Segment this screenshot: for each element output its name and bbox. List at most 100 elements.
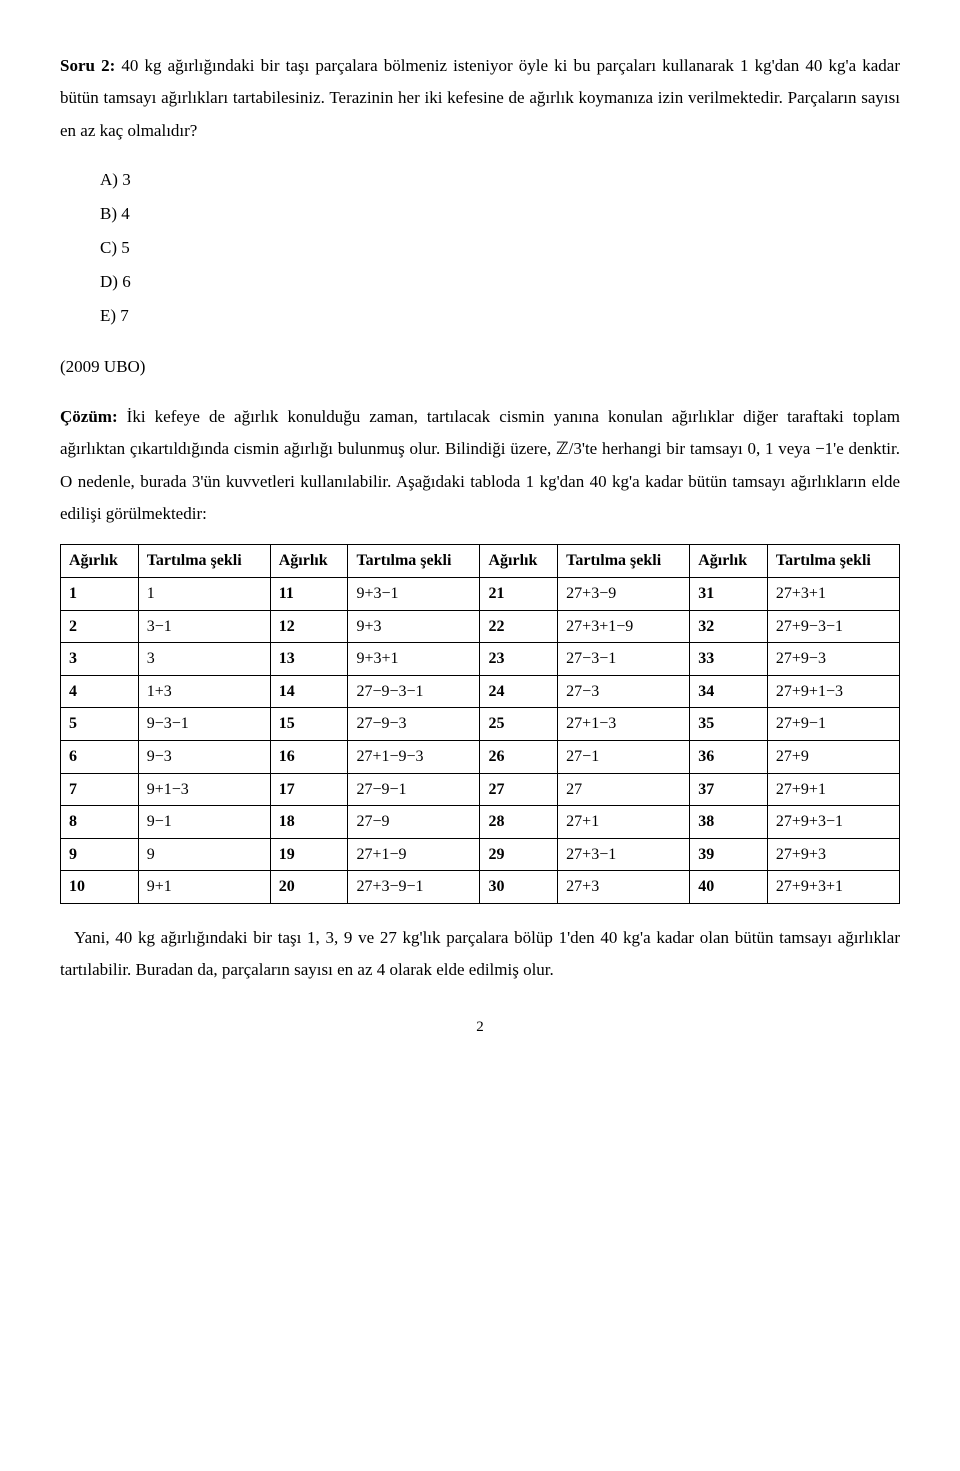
method-cell: 27−3 [558, 675, 690, 708]
table-row: 33139+3+12327−3−13327+9−3 [61, 643, 900, 676]
table-row: 41+31427−9−3−12427−33427+9+1−3 [61, 675, 900, 708]
method-cell: 3 [138, 643, 270, 676]
method-cell: 27+9+1 [767, 773, 899, 806]
weight-cell: 33 [690, 643, 768, 676]
page-number: 2 [60, 1013, 900, 1042]
weight-cell: 21 [480, 577, 558, 610]
method-cell: 27+3−9−1 [348, 871, 480, 904]
method-cell: 27−1 [558, 740, 690, 773]
option-a: A) 3 [100, 163, 900, 197]
weight-cell: 20 [270, 871, 348, 904]
weight-cell: 22 [480, 610, 558, 643]
weight-cell: 7 [61, 773, 139, 806]
solution-paragraph: Çözüm: İki kefeye de ağırlık konulduğu z… [60, 401, 900, 530]
method-cell: 9 [138, 838, 270, 871]
method-cell: 27 [558, 773, 690, 806]
weight-cell: 3 [61, 643, 139, 676]
col-method-4: Tartılma şekli [767, 545, 899, 578]
weight-cell: 14 [270, 675, 348, 708]
table-row: 89−11827−92827+13827+9+3−1 [61, 806, 900, 839]
question-label: Soru 2: [60, 56, 115, 75]
method-cell: 1+3 [138, 675, 270, 708]
col-weight-3: Ağırlık [480, 545, 558, 578]
method-cell: 27+1−9 [348, 838, 480, 871]
col-weight-2: Ağırlık [270, 545, 348, 578]
method-cell: 1 [138, 577, 270, 610]
method-cell: 27+3−1 [558, 838, 690, 871]
col-method-3: Tartılma şekli [558, 545, 690, 578]
weight-cell: 28 [480, 806, 558, 839]
option-d: D) 6 [100, 265, 900, 299]
options-list: A) 3 B) 4 C) 5 D) 6 E) 7 [100, 163, 900, 333]
table-row: 79+1−31727−9−127273727+9+1 [61, 773, 900, 806]
method-cell: 9−1 [138, 806, 270, 839]
weight-cell: 5 [61, 708, 139, 741]
method-cell: 27+9+1−3 [767, 675, 899, 708]
method-cell: 27+3−9 [558, 577, 690, 610]
weight-cell: 26 [480, 740, 558, 773]
weight-cell: 25 [480, 708, 558, 741]
method-cell: 27−9 [348, 806, 480, 839]
table-row: 11119+3−12127+3−93127+3+1 [61, 577, 900, 610]
method-cell: 9+1−3 [138, 773, 270, 806]
weight-cell: 23 [480, 643, 558, 676]
weight-cell: 11 [270, 577, 348, 610]
weight-cell: 16 [270, 740, 348, 773]
weight-cell: 38 [690, 806, 768, 839]
weight-cell: 17 [270, 773, 348, 806]
weight-cell: 40 [690, 871, 768, 904]
method-cell: 27+3+1−9 [558, 610, 690, 643]
method-cell: 27+9+3−1 [767, 806, 899, 839]
method-cell: 9−3 [138, 740, 270, 773]
question-paragraph: Soru 2: 40 kg ağırlığındaki bir taşı par… [60, 50, 900, 147]
table-row: 59−3−11527−9−32527+1−33527+9−1 [61, 708, 900, 741]
weight-cell: 6 [61, 740, 139, 773]
col-weight-1: Ağırlık [61, 545, 139, 578]
method-cell: 27+9+3+1 [767, 871, 899, 904]
weight-cell: 34 [690, 675, 768, 708]
table-row: 69−31627+1−9−32627−13627+9 [61, 740, 900, 773]
weight-cell: 8 [61, 806, 139, 839]
option-b: B) 4 [100, 197, 900, 231]
col-method-1: Tartılma şekli [138, 545, 270, 578]
method-cell: 27−9−3 [348, 708, 480, 741]
weight-cell: 35 [690, 708, 768, 741]
solution-text: İki kefeye de ağırlık konulduğu zaman, t… [60, 407, 900, 523]
table-row: 991927+1−92927+3−13927+9+3 [61, 838, 900, 871]
method-cell: 3−1 [138, 610, 270, 643]
table-row: 23−1129+32227+3+1−93227+9−3−1 [61, 610, 900, 643]
table-row: 109+12027+3−9−13027+34027+9+3+1 [61, 871, 900, 904]
weight-cell: 32 [690, 610, 768, 643]
conclusion-paragraph: Yani, 40 kg ağırlığındaki bir taşı 1, 3,… [60, 922, 900, 987]
weight-cell: 2 [61, 610, 139, 643]
table-header-row: Ağırlık Tartılma şekli Ağırlık Tartılma … [61, 545, 900, 578]
method-cell: 27+3+1 [767, 577, 899, 610]
method-cell: 9+3+1 [348, 643, 480, 676]
method-cell: 27+9+3 [767, 838, 899, 871]
method-cell: 27+3 [558, 871, 690, 904]
weight-cell: 31 [690, 577, 768, 610]
weight-cell: 30 [480, 871, 558, 904]
method-cell: 27−9−1 [348, 773, 480, 806]
method-cell: 9−3−1 [138, 708, 270, 741]
weight-cell: 18 [270, 806, 348, 839]
question-text: 40 kg ağırlığındaki bir taşı parçalara b… [60, 56, 900, 140]
col-weight-4: Ağırlık [690, 545, 768, 578]
method-cell: 27+1−9−3 [348, 740, 480, 773]
method-cell: 27+1−3 [558, 708, 690, 741]
method-cell: 9+3−1 [348, 577, 480, 610]
method-cell: 27−3−1 [558, 643, 690, 676]
method-cell: 27+1 [558, 806, 690, 839]
weight-cell: 39 [690, 838, 768, 871]
weight-cell: 12 [270, 610, 348, 643]
weight-cell: 36 [690, 740, 768, 773]
weight-cell: 15 [270, 708, 348, 741]
solution-label: Çözüm: [60, 407, 118, 426]
option-e: E) 7 [100, 299, 900, 333]
col-method-2: Tartılma şekli [348, 545, 480, 578]
method-cell: 27+9−1 [767, 708, 899, 741]
weight-cell: 10 [61, 871, 139, 904]
option-c: C) 5 [100, 231, 900, 265]
weight-cell: 24 [480, 675, 558, 708]
method-cell: 27−9−3−1 [348, 675, 480, 708]
